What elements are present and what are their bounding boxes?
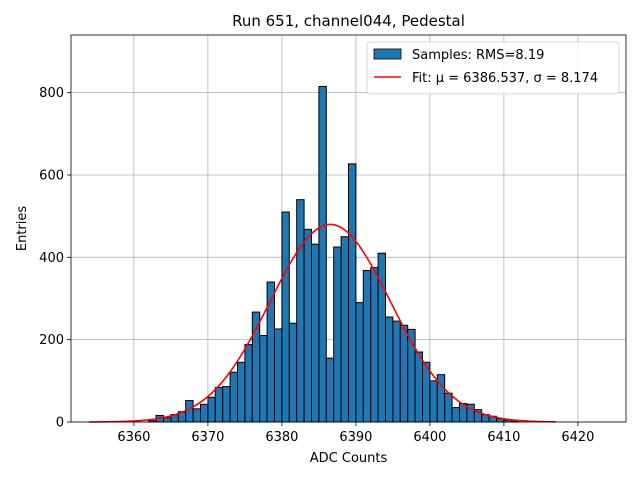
x-tick-label: 6400	[413, 430, 446, 445]
histogram-bar	[348, 163, 357, 423]
histogram-bar	[185, 400, 194, 423]
histogram-bar	[451, 407, 461, 423]
histogram-bar	[237, 361, 246, 423]
histogram-bar	[288, 322, 298, 423]
histogram-bar	[333, 246, 342, 423]
legend-entry-histogram: Samples: RMS=8.19	[412, 48, 544, 63]
histogram-bar	[259, 335, 268, 423]
histogram-bar	[244, 344, 253, 423]
histogram-bar	[274, 328, 283, 423]
legend-entry-fit: Fit: μ = 6386.537, σ = 8.174	[412, 71, 598, 86]
histogram-bar	[296, 199, 305, 423]
histogram-bar	[414, 351, 424, 423]
histogram-bar	[318, 85, 327, 423]
histogram-bar	[200, 403, 209, 423]
legend-swatch-histogram	[373, 48, 402, 60]
histogram-bar	[192, 408, 202, 423]
histogram-bar	[325, 357, 335, 423]
y-axis-ticks: 0 200 400 600 800	[39, 86, 71, 431]
legend: Samples: RMS=8.19 Fit: μ = 6386.537, σ =…	[366, 41, 620, 95]
x-tick-label: 6380	[265, 430, 298, 445]
histogram-bar	[281, 211, 290, 423]
histogram-bar	[311, 243, 320, 423]
histogram-bar	[399, 324, 409, 423]
histogram-bar	[385, 316, 394, 423]
chart-title: Run 651, channel044, Pedestal	[232, 12, 465, 30]
histogram-bar	[340, 236, 350, 423]
plot-frame	[70, 34, 627, 423]
histogram-bar	[392, 320, 401, 423]
y-tick-label: 200	[39, 333, 64, 348]
histogram-bar	[407, 328, 416, 423]
histogram-bar	[207, 396, 216, 423]
y-tick-label: 400	[39, 251, 64, 266]
x-tick-label: 6420	[561, 430, 594, 445]
y-tick-label: 0	[56, 416, 64, 431]
x-tick-label: 6370	[191, 430, 224, 445]
histogram-bar	[214, 386, 224, 423]
histogram-bar	[429, 380, 438, 423]
histogram-bars	[148, 85, 520, 423]
x-tick-label: 6390	[339, 430, 372, 445]
fit-curve	[89, 223, 556, 423]
x-tick-label: 6360	[117, 430, 150, 445]
histogram-bar	[370, 267, 379, 423]
histogram-bar	[355, 302, 364, 423]
histogram-bar	[444, 392, 453, 423]
x-axis-ticks: 6360 6370 6380 6390 6400 6410 6420	[117, 422, 594, 445]
x-axis-label: ADC Counts	[310, 451, 388, 466]
histogram-bar	[266, 281, 276, 423]
histogram-bar	[163, 417, 172, 423]
legend-box	[366, 41, 620, 95]
histogram-bar	[229, 371, 239, 423]
x-tick-label: 6410	[487, 430, 520, 445]
y-axis-label: Entries	[15, 206, 30, 252]
y-tick-label: 600	[39, 168, 64, 183]
histogram-bar	[362, 269, 372, 423]
histogram-bar	[303, 228, 313, 423]
histogram-bar	[222, 386, 231, 423]
y-tick-label: 800	[39, 86, 64, 101]
histogram-bar	[422, 361, 431, 423]
